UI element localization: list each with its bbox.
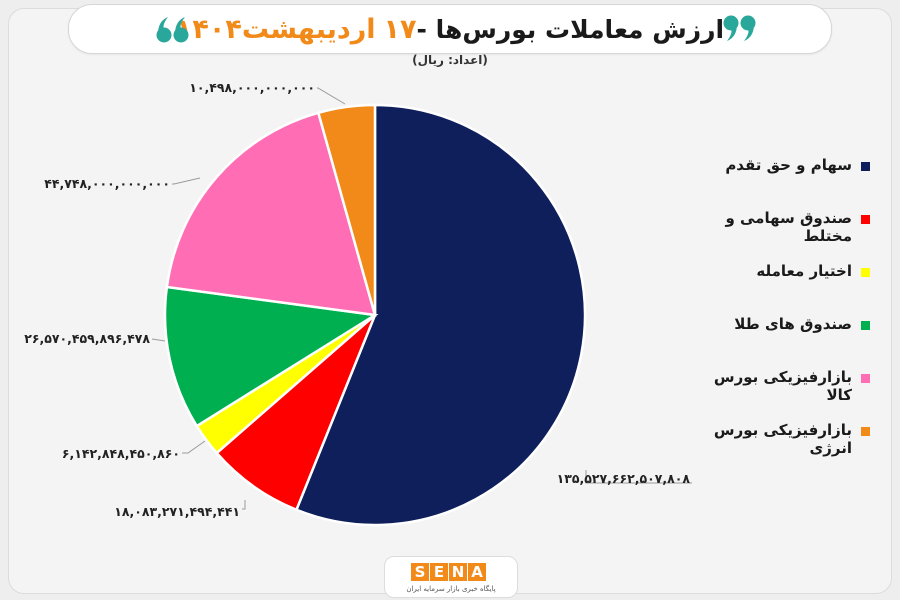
logo-letter-2: N — [449, 563, 467, 581]
logo-letter-1: E — [430, 563, 448, 581]
slice-value-label-0: ۱۳۵,۵۲۷,۶۶۲,۵۰۷,۸۰۸ — [557, 471, 691, 486]
logo-letter-3: A — [468, 563, 486, 581]
slice-value-label-1: ۱۸,۰۸۳,۲۷۱,۴۹۴,۴۴۱ — [114, 504, 240, 519]
leader-line-3 — [151, 338, 166, 342]
legend-label: صندوق سهامی و مختلط — [725, 209, 852, 245]
chart-legend: سهام و حق تقدم صندوق سهامی و مختلط اختیار … — [690, 156, 870, 474]
slice-value-label-4: ۴۴,۷۴۸,۰۰۰,۰۰۰,۰۰۰ — [44, 176, 170, 191]
leader-line-4 — [172, 177, 201, 185]
legend-swatch — [861, 268, 870, 277]
legend-swatch — [861, 215, 870, 224]
logo-tagline: پایگاه خبری بازار سرمایه ایران — [406, 585, 496, 593]
legend-label: بازارفیزیکی بورس کالا — [713, 368, 852, 404]
legend-item-0: سهام و حق تقدم — [690, 156, 870, 209]
leader-line-1 — [242, 500, 246, 510]
pie-slice-0 — [294, 103, 587, 527]
pie-slice-1 — [214, 314, 377, 512]
legend-item-2: اختیار معامله — [690, 262, 870, 315]
legend-item-3: صندوق های طلا — [690, 315, 870, 368]
double-quote-open-icon — [156, 17, 189, 43]
logo-letter-0: S — [411, 563, 429, 581]
title-prefix: ارزش معاملات بورس‌ها - — [416, 14, 725, 44]
legend-item-4: بازارفیزیکی بورس کالا — [690, 368, 870, 421]
legend-label: بازارفیزیکی بورس انرژی — [713, 421, 852, 457]
legend-item-5: بازارفیزیکی بورس انرژی — [690, 421, 870, 474]
legend-swatch — [861, 162, 870, 171]
title-date: اردیبهشت۱۴۰۴ — [175, 13, 376, 45]
pie-slice-4 — [165, 111, 377, 317]
title-bar: ارزش معاملات بورس‌ها - ۱۷ اردیبهشت۱۴۰۴ — [68, 4, 832, 54]
page-title: ارزش معاملات بورس‌ها - ۱۷ اردیبهشت۱۴۰۴ — [69, 5, 831, 53]
legend-label: اختیار معامله — [756, 262, 852, 280]
leader-line-5 — [317, 87, 346, 105]
legend-swatch — [861, 321, 870, 330]
slice-value-label-5: ۱۰,۴۹۸,۰۰۰,۰۰۰,۰۰۰ — [189, 80, 315, 95]
slice-value-label-2: ۶,۱۴۲,۸۴۸,۴۵۰,۸۶۰ — [62, 446, 180, 461]
legend-swatch — [861, 427, 870, 436]
legend-label: صندوق های طلا — [734, 315, 852, 333]
legend-label: سهام و حق تقدم — [725, 156, 852, 174]
slice-value-label-3: ۲۶,۵۷۰,۴۵۹,۸۹۶,۴۷۸ — [24, 331, 150, 346]
leader-line-0 — [585, 470, 692, 484]
legend-item-1: صندوق سهامی و مختلط — [690, 209, 870, 262]
pie-slice-5 — [316, 103, 377, 316]
pie-slice-3 — [163, 285, 379, 428]
double-quote-close-icon — [723, 15, 756, 41]
legend-swatch — [861, 374, 870, 383]
title-day: ۱۷ — [383, 13, 417, 45]
leader-line-2 — [182, 440, 206, 454]
unit-note: (اعداد: ریال) — [412, 53, 488, 67]
